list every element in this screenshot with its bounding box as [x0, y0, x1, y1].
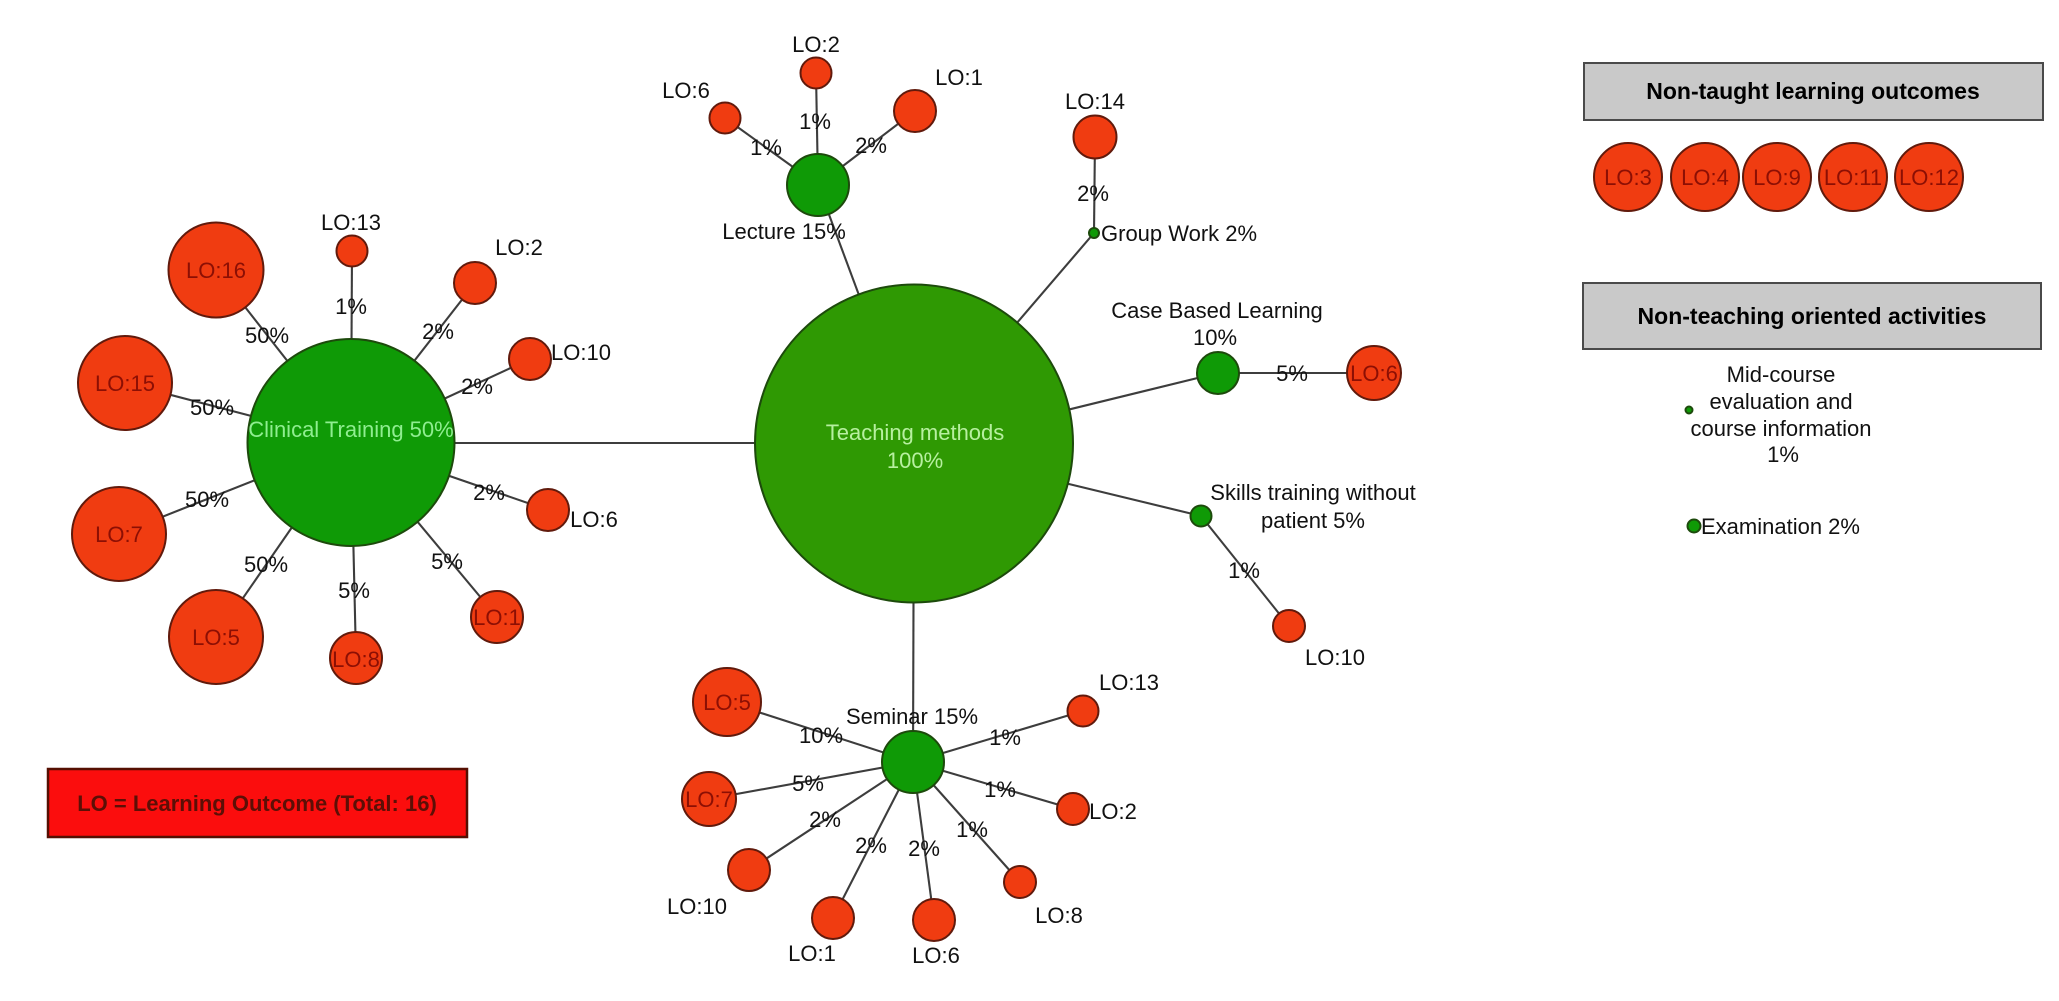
svg-text:LO:13: LO:13	[321, 210, 381, 235]
svg-text:5%: 5%	[1276, 361, 1308, 386]
svg-text:LO:6: LO:6	[662, 78, 710, 103]
svg-text:2%: 2%	[422, 319, 454, 344]
svg-text:1%: 1%	[799, 109, 831, 134]
svg-text:2%: 2%	[461, 374, 493, 399]
svg-text:1%: 1%	[956, 817, 988, 842]
svg-text:evaluation and: evaluation and	[1709, 389, 1852, 414]
svg-text:LO:2: LO:2	[1089, 799, 1137, 824]
svg-text:LO:2: LO:2	[792, 32, 840, 57]
svg-text:50%: 50%	[190, 395, 234, 420]
svg-text:LO:11: LO:11	[1824, 165, 1882, 190]
svg-text:LO:8: LO:8	[1035, 903, 1083, 928]
svg-text:LO:6: LO:6	[912, 943, 960, 968]
svg-text:2%: 2%	[1077, 181, 1109, 206]
svg-text:Clinical Training 50%: Clinical Training 50%	[248, 417, 453, 442]
svg-text:LO:13: LO:13	[1099, 670, 1159, 695]
svg-text:Non-teaching oriented activiti: Non-teaching oriented activities	[1638, 303, 1987, 329]
svg-text:5%: 5%	[338, 578, 370, 603]
svg-text:Teaching methods: Teaching methods	[826, 420, 1005, 445]
svg-text:Mid-course: Mid-course	[1727, 362, 1836, 387]
svg-text:1%: 1%	[750, 135, 782, 160]
svg-text:LO:10: LO:10	[667, 894, 727, 919]
svg-text:LO:2: LO:2	[495, 235, 543, 260]
svg-text:patient 5%: patient 5%	[1261, 508, 1365, 533]
svg-text:LO:14: LO:14	[1065, 89, 1125, 114]
svg-text:Case Based Learning: Case Based Learning	[1111, 298, 1323, 323]
svg-text:LO:8: LO:8	[332, 647, 380, 672]
svg-text:1%: 1%	[1767, 442, 1799, 467]
svg-text:course information: course information	[1691, 416, 1872, 441]
svg-text:2%: 2%	[855, 133, 887, 158]
svg-text:LO:10: LO:10	[551, 340, 611, 365]
svg-text:LO:3: LO:3	[1604, 165, 1652, 190]
svg-text:5%: 5%	[431, 549, 463, 574]
svg-text:10%: 10%	[1193, 325, 1237, 350]
svg-text:LO:4: LO:4	[1681, 165, 1729, 190]
svg-text:Non-taught learning outcomes: Non-taught learning outcomes	[1646, 78, 1980, 104]
svg-text:5%: 5%	[792, 771, 824, 796]
svg-text:LO = Learning Outcome (Total:: LO = Learning Outcome (Total: 16)	[77, 791, 437, 816]
svg-text:10%: 10%	[799, 723, 843, 748]
svg-text:LO:1: LO:1	[473, 605, 521, 630]
svg-text:Lecture 15%: Lecture 15%	[722, 219, 846, 244]
svg-text:Examination 2%: Examination 2%	[1701, 514, 1860, 539]
svg-text:2%: 2%	[809, 807, 841, 832]
svg-text:50%: 50%	[245, 323, 289, 348]
svg-text:Group Work 2%: Group Work 2%	[1101, 221, 1257, 246]
svg-text:50%: 50%	[244, 552, 288, 577]
svg-text:LO:16: LO:16	[186, 258, 246, 283]
svg-text:LO:12: LO:12	[1899, 165, 1959, 190]
svg-text:LO:5: LO:5	[703, 690, 751, 715]
svg-text:Seminar 15%: Seminar 15%	[846, 704, 978, 729]
svg-text:LO:15: LO:15	[95, 371, 155, 396]
svg-text:2%: 2%	[473, 480, 505, 505]
svg-text:50%: 50%	[185, 487, 229, 512]
svg-text:1%: 1%	[989, 725, 1021, 750]
svg-text:Skills training without: Skills training without	[1210, 480, 1415, 505]
svg-text:LO:6: LO:6	[570, 507, 618, 532]
svg-text:LO:1: LO:1	[788, 941, 836, 966]
svg-text:LO:7: LO:7	[685, 787, 733, 812]
svg-text:2%: 2%	[855, 833, 887, 858]
svg-text:LO:6: LO:6	[1350, 361, 1398, 386]
svg-text:1%: 1%	[335, 294, 367, 319]
svg-text:LO:7: LO:7	[95, 522, 143, 547]
svg-text:LO:9: LO:9	[1753, 165, 1801, 190]
svg-text:100%: 100%	[887, 448, 943, 473]
svg-text:2%: 2%	[908, 836, 940, 861]
svg-text:1%: 1%	[1228, 558, 1260, 583]
svg-text:1%: 1%	[984, 777, 1016, 802]
svg-text:LO:10: LO:10	[1305, 645, 1365, 670]
svg-text:LO:5: LO:5	[192, 625, 240, 650]
svg-text:LO:1: LO:1	[935, 65, 983, 90]
